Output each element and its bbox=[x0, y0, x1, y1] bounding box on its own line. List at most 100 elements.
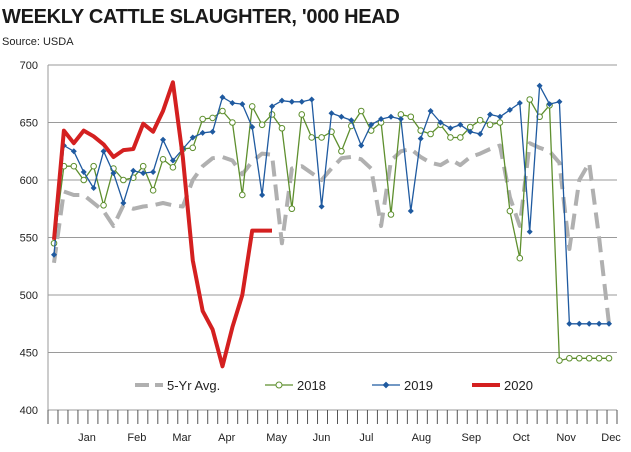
data-point bbox=[595, 354, 603, 362]
data-point bbox=[80, 176, 88, 184]
data-point bbox=[140, 170, 147, 177]
data-point bbox=[526, 96, 534, 103]
data-point bbox=[496, 113, 503, 120]
data-point bbox=[268, 111, 276, 118]
x-tick-label: Nov bbox=[556, 432, 576, 444]
data-point bbox=[467, 128, 474, 135]
data-point bbox=[229, 99, 236, 106]
source-note: Source: USDA bbox=[2, 36, 74, 48]
data-point bbox=[368, 121, 375, 128]
data-point bbox=[318, 203, 325, 210]
x-tick-label: May bbox=[266, 432, 287, 444]
data-point bbox=[486, 121, 494, 129]
data-point bbox=[219, 94, 226, 101]
data-point bbox=[189, 134, 196, 141]
data-point bbox=[526, 228, 533, 235]
y-tick-label: 450 bbox=[20, 348, 38, 360]
data-point bbox=[457, 134, 464, 141]
data-point bbox=[348, 117, 355, 124]
chart-title: WEEKLY CATTLE SLAUGHTER, '000 HEAD bbox=[2, 6, 400, 28]
data-point bbox=[120, 176, 127, 184]
data-point bbox=[249, 124, 256, 131]
legend-marker bbox=[275, 381, 283, 389]
data-point bbox=[90, 185, 97, 192]
data-point bbox=[338, 147, 345, 155]
legend-label: 2020 bbox=[504, 378, 533, 393]
y-tick-label: 700 bbox=[20, 60, 38, 72]
data-point bbox=[229, 119, 236, 126]
data-point bbox=[556, 357, 563, 364]
x-tick-label: Sep bbox=[461, 432, 481, 444]
y-tick-label: 650 bbox=[20, 118, 38, 130]
data-point bbox=[139, 162, 147, 170]
data-point bbox=[209, 128, 216, 135]
legend-label: 5-Yr Avg. bbox=[167, 378, 220, 393]
data-point bbox=[258, 121, 266, 129]
series-line-0 bbox=[52, 141, 611, 325]
data-point bbox=[159, 156, 167, 163]
data-point bbox=[575, 354, 583, 362]
data-point bbox=[546, 101, 553, 108]
data-point bbox=[199, 115, 206, 123]
data-point bbox=[120, 200, 127, 206]
data-point bbox=[169, 164, 177, 171]
data-point bbox=[397, 116, 404, 123]
x-tick-label: Aug bbox=[412, 432, 432, 444]
data-point bbox=[308, 96, 315, 103]
data-point bbox=[378, 116, 385, 123]
data-point bbox=[149, 187, 157, 194]
x-tick-label: Jan bbox=[78, 432, 96, 444]
data-point bbox=[239, 101, 246, 108]
data-point bbox=[586, 320, 593, 327]
y-tick-label: 500 bbox=[20, 290, 38, 302]
data-point bbox=[407, 208, 414, 215]
data-point bbox=[566, 320, 573, 327]
data-point bbox=[487, 111, 494, 118]
data-point bbox=[50, 239, 58, 247]
data-point bbox=[437, 119, 444, 126]
data-point bbox=[427, 130, 434, 138]
x-tick-label: Jun bbox=[313, 432, 331, 444]
legend-label: 2018 bbox=[297, 378, 326, 393]
data-point bbox=[387, 211, 395, 218]
data-point bbox=[189, 144, 197, 152]
data-point bbox=[476, 116, 484, 124]
x-tick-label: Oct bbox=[513, 432, 530, 444]
data-point bbox=[70, 162, 78, 170]
data-point bbox=[130, 167, 137, 174]
data-point bbox=[100, 202, 107, 209]
data-point bbox=[506, 106, 513, 113]
data-point bbox=[457, 121, 464, 128]
data-point bbox=[606, 320, 612, 327]
data-point bbox=[576, 320, 583, 327]
y-tick-label: 550 bbox=[20, 233, 38, 245]
data-point bbox=[338, 113, 345, 120]
data-point bbox=[298, 98, 305, 105]
data-point bbox=[536, 82, 543, 89]
data-point bbox=[209, 114, 216, 122]
data-point bbox=[556, 98, 563, 105]
data-point bbox=[288, 98, 295, 105]
x-tick-label: Apr bbox=[218, 432, 235, 444]
data-point bbox=[199, 129, 206, 136]
data-point bbox=[387, 113, 394, 120]
data-point bbox=[110, 170, 117, 177]
data-point bbox=[447, 134, 454, 141]
data-point bbox=[160, 136, 167, 143]
data-point bbox=[358, 142, 365, 149]
series-line-3 bbox=[52, 80, 272, 369]
data-point bbox=[417, 135, 424, 142]
data-point bbox=[90, 162, 97, 170]
data-point bbox=[219, 107, 226, 115]
data-point bbox=[51, 251, 57, 258]
x-tick-label: Jul bbox=[359, 432, 373, 444]
data-point bbox=[288, 205, 296, 213]
data-point bbox=[70, 148, 77, 155]
data-point bbox=[150, 168, 157, 175]
data-point bbox=[516, 99, 523, 106]
data-point bbox=[357, 107, 365, 115]
data-point bbox=[605, 354, 613, 362]
data-point bbox=[298, 111, 306, 118]
data-point bbox=[566, 354, 573, 362]
data-point bbox=[585, 354, 593, 362]
